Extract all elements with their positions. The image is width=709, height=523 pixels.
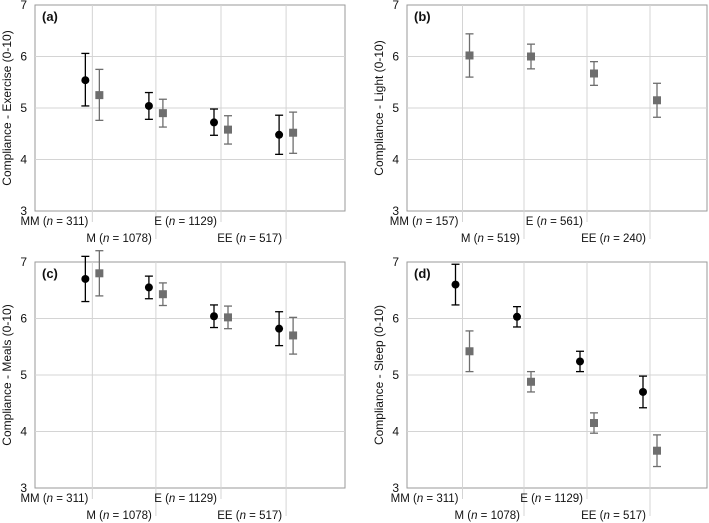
y-axis-label: Compliance - Meals (0-10)	[0, 304, 14, 445]
data-point-square	[527, 377, 535, 386]
category-label: EE (n = 240)	[581, 233, 646, 245]
data-point-square	[158, 290, 167, 299]
data-point-square	[465, 347, 474, 356]
chart-panel-3: 3 4 5 6 7 MM (n = 311) M (n = 1078)E (n = 1129…	[0, 250, 346, 522]
category-label: E (n = 1129)	[520, 493, 583, 505]
y-tick-label: 6	[392, 50, 399, 64]
y-tick-label: 3	[20, 204, 27, 218]
data-point-square	[590, 69, 598, 78]
category-label: E (n = 561)	[526, 216, 583, 228]
y-tick-label: 5	[20, 368, 27, 382]
category-label: MM (n = 311)	[20, 216, 88, 228]
chart-panel-4: 3 4 5 6 7 MM (n = 311) M (n = 1078)E (n = 1129…	[372, 255, 708, 522]
category-label: M (n = 1078)	[454, 510, 520, 522]
data-point-square	[158, 109, 167, 118]
data-point-circle	[210, 312, 218, 321]
category-label: M (n = 519)	[461, 233, 520, 245]
y-tick-label: 7	[20, 0, 27, 12]
y-tick-label: 6	[20, 312, 27, 326]
data-point-square	[289, 128, 298, 137]
y-tick-label: 6	[392, 312, 399, 326]
data-point-square	[465, 51, 474, 60]
panel-label: (c)	[42, 266, 58, 281]
y-tick-label: 3	[392, 204, 399, 218]
data-point-square	[224, 313, 232, 322]
data-point-circle	[144, 101, 153, 110]
data-point-circle	[81, 76, 90, 85]
y-tick-label: 3	[20, 481, 27, 495]
y-tick-label: 4	[392, 425, 399, 439]
data-point-square	[590, 419, 598, 428]
data-point-circle	[144, 283, 153, 292]
category-label: EE (n = 517)	[217, 510, 282, 522]
y-tick-label: 7	[392, 255, 399, 269]
panel-label: (b)	[414, 9, 431, 24]
category-label: MM (n = 157)	[390, 216, 459, 228]
y-axis-label: Compliance - Light (0-10)	[372, 40, 386, 175]
panel-label: (d)	[414, 266, 431, 281]
category-label: E (n = 1129)	[154, 493, 217, 505]
data-point-circle	[576, 357, 584, 366]
category-label: MM (n = 311)	[20, 493, 88, 505]
data-point-square	[95, 91, 104, 100]
data-point-square	[95, 269, 104, 278]
y-axis-label: Compliance - Exercise (0-10)	[0, 30, 14, 185]
chart-panel-2: 3 4 5 6 7 MM (n = 157)M (n = 519) E (n = 561) E…	[372, 0, 708, 245]
category-label: E (n = 1129)	[154, 216, 217, 228]
y-tick-label: 4	[392, 153, 399, 167]
data-point-square	[527, 52, 535, 61]
category-label: M (n = 1078)	[86, 233, 152, 245]
panel-label: (a)	[42, 9, 58, 24]
data-point-square	[289, 331, 298, 340]
data-point-circle	[210, 118, 218, 127]
y-tick-label: 4	[20, 153, 27, 167]
category-label: M (n = 1078)	[86, 510, 152, 522]
data-point-circle	[639, 387, 647, 396]
y-tick-label: 4	[20, 425, 27, 439]
data-point-square	[653, 446, 661, 455]
data-point-square	[224, 125, 232, 134]
y-tick-label: 5	[392, 101, 399, 115]
y-axis-label: Compliance - Sleep (0-10)	[372, 305, 386, 445]
chart-panel-1: 3 4 5 6 7 MM (n = 311) M (n = 1078)E (n = 1129…	[0, 0, 346, 245]
data-point-circle	[451, 280, 460, 289]
category-label: EE (n = 517)	[217, 233, 282, 245]
category-label: EE (n = 517)	[581, 510, 646, 522]
y-tick-label: 7	[20, 255, 27, 269]
data-point-square	[653, 96, 661, 105]
y-tick-label: 5	[392, 368, 399, 382]
data-point-circle	[275, 130, 284, 139]
category-label: MM (n = 311)	[391, 493, 459, 505]
y-tick-label: 6	[20, 50, 27, 64]
data-point-circle	[275, 324, 284, 333]
data-point-circle	[81, 274, 90, 283]
y-tick-label: 7	[392, 0, 399, 12]
data-point-circle	[513, 312, 521, 321]
y-tick-label: 5	[20, 101, 27, 115]
y-tick-label: 3	[392, 481, 399, 495]
